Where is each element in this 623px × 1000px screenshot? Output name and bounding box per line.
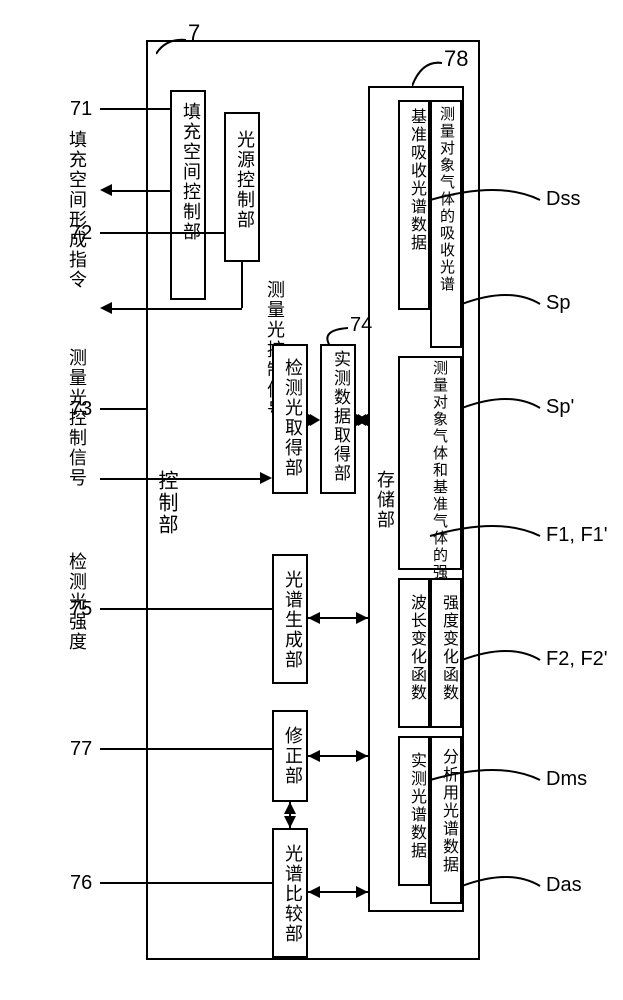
arrow-fill-out-head bbox=[100, 184, 112, 196]
correct-label: 修正部 bbox=[280, 726, 306, 786]
leader-77 bbox=[100, 748, 272, 750]
leader-72 bbox=[100, 232, 224, 234]
arrow-detect-in-head bbox=[260, 472, 272, 484]
fill-space-control-label: 填充空间控制部 bbox=[178, 102, 204, 242]
leader-76 bbox=[100, 882, 272, 884]
storage-item-f1-label: 波长变化函数 bbox=[404, 594, 428, 702]
conn-source-h bbox=[224, 308, 242, 310]
fill-ext-label: 填充空间形成指令 bbox=[64, 130, 90, 290]
leader-7 bbox=[156, 38, 186, 56]
num-71: 71 bbox=[70, 98, 92, 121]
key-f1: F1, F1' bbox=[546, 524, 608, 547]
storage-item-dms-label: 实测光谱数据 bbox=[404, 752, 428, 860]
spectrum-gen-label: 光谱生成部 bbox=[280, 570, 306, 670]
num-72: 72 bbox=[70, 222, 92, 245]
leader-78 bbox=[412, 60, 442, 88]
leader-74 bbox=[320, 326, 348, 346]
arr-detect-actual-head bbox=[308, 414, 320, 426]
num-77: 77 bbox=[70, 738, 92, 761]
detect-light-label: 检测光取得部 bbox=[280, 358, 306, 478]
arrow-fill-out bbox=[112, 190, 170, 192]
actual-data-label: 实测数据取得部 bbox=[328, 350, 353, 483]
leader-71 bbox=[100, 108, 170, 110]
spectrum-compare-label: 光谱比较部 bbox=[280, 844, 306, 944]
arrow-detect-in bbox=[100, 478, 260, 480]
arrow-source-out-head bbox=[100, 302, 112, 314]
key-sp: Sp bbox=[546, 292, 570, 315]
storage-item-das-label: 分析用光谱数据 bbox=[436, 748, 460, 874]
controller-num: 7 bbox=[188, 20, 200, 46]
key-dss: Dss bbox=[546, 188, 580, 211]
key-f2: F2, F2' bbox=[546, 648, 608, 671]
num-76: 76 bbox=[70, 872, 92, 895]
key-spp: Sp' bbox=[546, 396, 574, 419]
key-das: Das bbox=[546, 874, 582, 897]
storage-item-sp-label: 测量对象气体的吸收光谱 bbox=[436, 106, 457, 293]
storage-num: 78 bbox=[444, 46, 468, 72]
num-75: 75 bbox=[70, 598, 92, 621]
storage-item-f2-label: 强度变化函数 bbox=[436, 594, 460, 702]
storage-title: 存储部 bbox=[372, 470, 398, 530]
num-74: 74 bbox=[350, 314, 372, 337]
light-source-control-label: 光源控制部 bbox=[232, 130, 258, 230]
key-dms: Dms bbox=[546, 768, 587, 791]
num-73: 73 bbox=[70, 398, 92, 421]
leader-75 bbox=[100, 608, 272, 610]
leader-73 bbox=[100, 408, 146, 410]
conn-source bbox=[241, 262, 243, 308]
arrow-source-out bbox=[112, 308, 224, 310]
storage-item-dss-label: 基准吸收光谱数据 bbox=[404, 108, 428, 252]
